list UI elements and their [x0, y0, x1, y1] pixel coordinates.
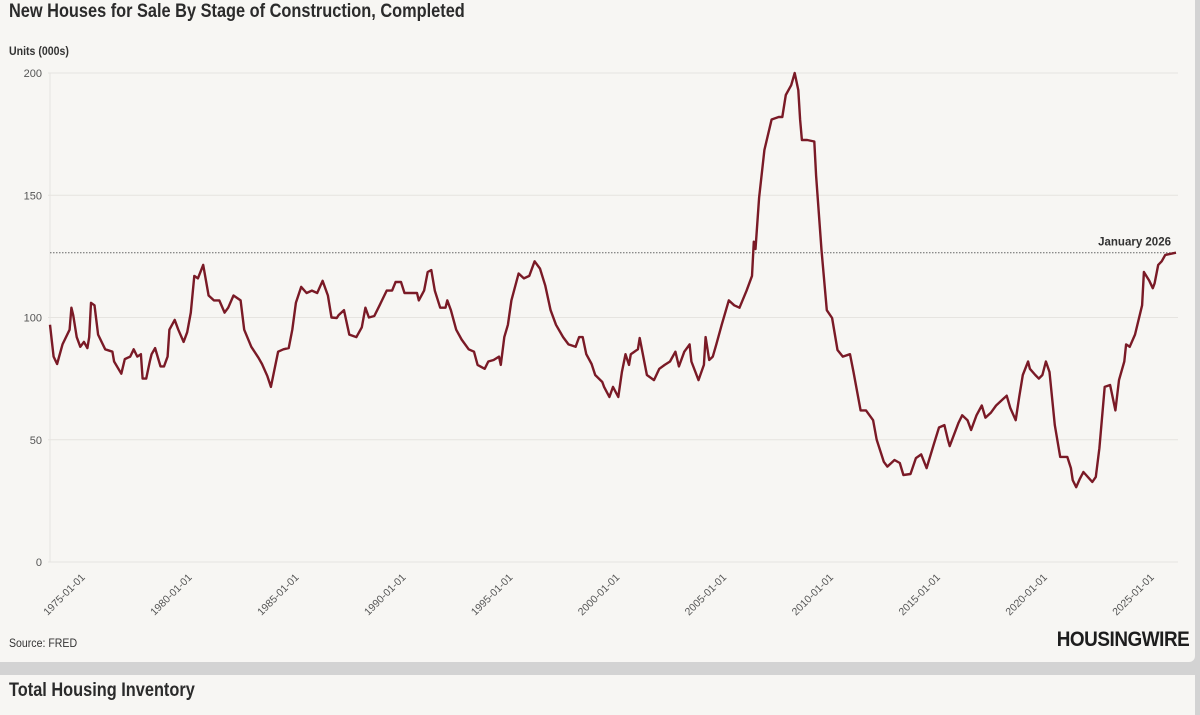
x-tick-label: 2000-01-01 — [576, 572, 623, 619]
x-tick-label: 2025-01-01 — [1110, 572, 1157, 619]
y-tick-label: 150 — [24, 190, 42, 202]
next-chart-card: Total Housing Inventory — [0, 675, 1195, 715]
y-tick-label: 100 — [24, 313, 42, 325]
y-tick-label: 200 — [24, 68, 42, 80]
x-tick-label: 2020-01-01 — [1003, 572, 1050, 619]
x-tick-label: 2015-01-01 — [896, 572, 943, 619]
x-tick-label: 1990-01-01 — [362, 572, 409, 619]
y-tick-label: 50 — [30, 435, 42, 447]
x-tick-label: 1975-01-01 — [41, 572, 88, 619]
series-line — [48, 71, 1177, 489]
chart-title: New Houses for Sale By Stage of Construc… — [9, 1, 465, 22]
line-chart: 0 50 100 150 200 1975-01-01 1980-01-01 1985-01-… — [24, 68, 1178, 619]
y-axis-label: Units (000s) — [9, 44, 69, 58]
x-tick-label: 1995-01-01 — [469, 572, 516, 619]
x-tick-label: 1985-01-01 — [255, 572, 302, 619]
next-chart-title: Total Housing Inventory — [9, 680, 195, 701]
y-tick-label: 0 — [36, 557, 42, 569]
housingwire-logo: HOUSINGWIRE — [1056, 628, 1189, 651]
chart-card: New Houses for Sale By Stage of Construc… — [0, 0, 1195, 662]
x-tick-label: 2010-01-01 — [790, 572, 837, 619]
source-note: Source: FRED — [9, 636, 78, 650]
x-tick-label: 1980-01-01 — [148, 572, 195, 619]
x-tick-label: 2005-01-01 — [683, 572, 730, 619]
annotation-label: January 2026 — [1098, 237, 1171, 249]
